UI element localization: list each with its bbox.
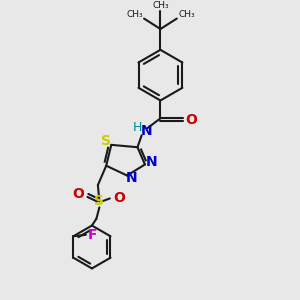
Text: N: N	[141, 124, 152, 138]
Text: S: S	[94, 194, 104, 208]
Text: F: F	[88, 228, 98, 242]
Text: O: O	[185, 113, 197, 127]
Text: O: O	[72, 187, 84, 201]
Text: N: N	[126, 172, 137, 185]
Text: CH₃: CH₃	[126, 11, 143, 20]
Text: O: O	[113, 191, 125, 206]
Text: CH₃: CH₃	[152, 1, 169, 10]
Text: H: H	[133, 121, 142, 134]
Text: N: N	[146, 155, 157, 169]
Text: S: S	[101, 134, 111, 148]
Text: CH₃: CH₃	[178, 11, 195, 20]
